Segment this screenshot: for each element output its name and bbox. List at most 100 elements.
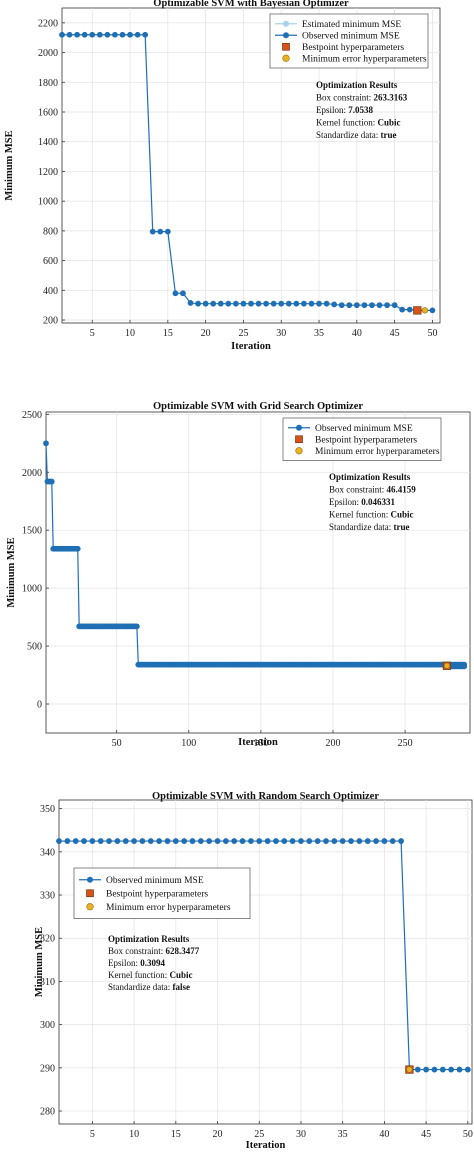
data-point: [187, 300, 194, 306]
legend: Observed minimum MSE Bestpoint hyperparam…: [73, 867, 251, 919]
legend-box: [282, 417, 442, 461]
data-point: [232, 300, 239, 307]
data-point: [373, 838, 379, 844]
optimization-results: Optimization Results Box constraint: 46.4…: [329, 472, 416, 532]
y-tick-label: 1000: [22, 584, 42, 595]
results-key: Epsilon:: [329, 497, 361, 507]
data-point: [369, 302, 375, 309]
legend-marker: [283, 20, 289, 27]
y-tick-label: 1400: [38, 137, 58, 148]
chart-title: Optimizable SVM with Random Search Optim…: [152, 791, 379, 802]
legend-marker: [295, 435, 303, 444]
data-point: [331, 838, 338, 844]
y-tick-label: 1600: [38, 108, 58, 119]
data-point: [348, 838, 354, 844]
data-point: [139, 838, 146, 844]
results-value: Cubic: [169, 970, 192, 980]
data-point: [356, 838, 363, 844]
chart-1: 5 10 15 20 25 30 35 40 45 50 200 400 600 800 1000 1200 1…: [4, 0, 441, 352]
x-tick-label: 50: [112, 738, 122, 749]
legend-label: Bestpoint hyperparameters: [106, 890, 208, 900]
x-axis-label: Iteration: [231, 341, 271, 352]
x-tick-label: 25: [238, 328, 248, 339]
data-point: [264, 838, 271, 844]
results-value: 7.0538: [348, 105, 373, 115]
y-tick-label: 400: [43, 286, 58, 297]
data-point: [256, 838, 263, 844]
data-point: [142, 31, 149, 38]
results-value: true: [380, 130, 396, 140]
results-key: Standardize data:: [316, 130, 380, 140]
results-key: Epsilon:: [316, 105, 348, 115]
data-point: [147, 838, 154, 844]
data-point: [464, 1066, 471, 1073]
data-point: [114, 838, 121, 844]
data-point: [414, 1066, 421, 1073]
data-point: [376, 302, 383, 309]
x-tick-label: 200: [325, 738, 340, 749]
optimization-results: Optimization Results Box constraint: 628.…: [108, 934, 200, 992]
data-point: [281, 838, 288, 844]
bestpoint-marker: [413, 306, 422, 315]
x-tick-label: 100: [181, 738, 196, 749]
data-point: [361, 302, 368, 309]
y-axis-label: Minimum MSE: [6, 537, 17, 607]
data-point: [225, 300, 232, 307]
x-tick-label: 20: [201, 328, 211, 339]
x-tick-label: 10: [129, 1129, 139, 1140]
data-point: [339, 838, 346, 844]
data-point: [72, 838, 79, 844]
results-line: Epsilon: 0.046331: [329, 497, 396, 507]
legend-label: Observed minimum MSE: [106, 876, 204, 886]
data-point: [239, 838, 246, 844]
data-point: [131, 838, 137, 844]
y-tick-label: 1000: [38, 197, 58, 208]
legend: Observed minimum MSE Bestpoint hyperparam…: [282, 417, 442, 461]
x-tick-label: 250: [398, 738, 413, 749]
data-point: [293, 300, 300, 307]
x-tick-label: 30: [296, 1129, 306, 1140]
y-tick-label: 310: [40, 977, 55, 988]
min-error-marker: [421, 307, 428, 314]
data-point: [104, 31, 111, 38]
data-point: [119, 31, 126, 38]
data-point: [323, 838, 329, 844]
data-point: [210, 300, 217, 307]
chart-title: Optimizable SVM with Bayesian Optimizer: [153, 0, 349, 9]
data-point: [81, 838, 87, 844]
data-point: [214, 838, 221, 844]
min-error-marker: [406, 1066, 413, 1073]
legend: Estimated minimum MSE Observed minimum MS…: [269, 13, 429, 69]
y-tick-label: 200: [43, 316, 58, 327]
data-point: [149, 228, 156, 235]
legend-label: Minimum error hyperparameters: [106, 903, 231, 913]
results-line: Box constraint: 46.4159: [329, 485, 416, 495]
results-key: Kernel function:: [316, 118, 377, 128]
results-key: Box constraint:: [108, 946, 166, 956]
x-tick-label: 5: [90, 1129, 95, 1140]
data-point: [301, 300, 307, 307]
data-point: [456, 1066, 463, 1073]
data-point: [316, 300, 322, 307]
data-point: [231, 838, 238, 844]
x-tick-label: 50: [427, 328, 437, 339]
data-point: [43, 440, 49, 447]
data-point: [285, 300, 292, 307]
data-point: [273, 838, 279, 844]
y-tick-label: 0: [37, 700, 42, 711]
data-point: [423, 1066, 430, 1073]
results-value: Cubic: [390, 510, 413, 520]
legend-marker: [282, 54, 290, 62]
data-point: [81, 31, 88, 38]
data-point: [217, 300, 224, 307]
data-point: [346, 302, 353, 309]
data-point: [202, 300, 209, 307]
legend-label: Bestpoint hyperparameters: [302, 43, 404, 53]
legend-marker: [283, 32, 289, 39]
y-tick-label: 280: [40, 1107, 55, 1118]
results-key: Standardize data:: [108, 982, 172, 992]
results-value: false: [172, 982, 190, 992]
data-point: [247, 838, 254, 844]
legend-label: Observed minimum MSE: [315, 424, 413, 434]
data-point: [263, 300, 270, 307]
